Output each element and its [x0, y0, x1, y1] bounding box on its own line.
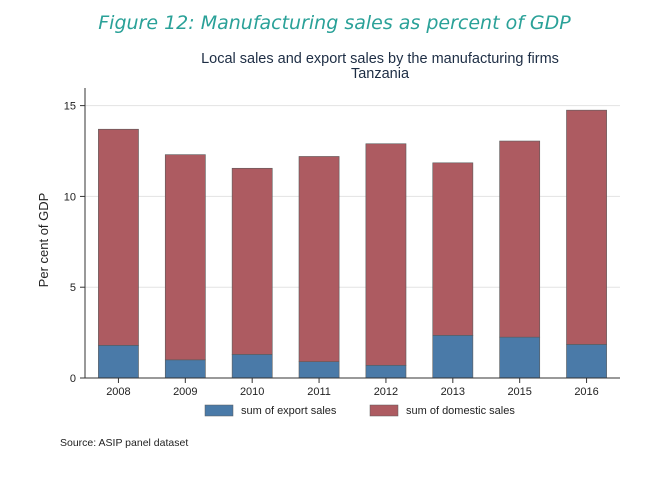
source-note: Source: ASIP panel dataset: [60, 437, 189, 449]
y-axis-label: Per cent of GDP: [36, 193, 51, 288]
bar-export-sales: [499, 336, 541, 379]
legend-export-swatch: [204, 404, 234, 417]
bar-export-sales: [298, 361, 340, 379]
y-tick-label: 0: [70, 373, 76, 385]
bar-domestic-sales: [566, 109, 607, 345]
bar-export-sales: [365, 364, 407, 379]
chart-title-line: Local sales and export sales by the manu…: [201, 51, 559, 67]
x-tick-label: 2012: [374, 386, 398, 398]
figure-caption: Figure 12: Manufacturing sales as percen…: [98, 12, 571, 34]
bar-domestic-sales: [432, 162, 474, 336]
x-tick-label: 2015: [507, 386, 531, 398]
bar-layer: [98, 109, 607, 379]
x-tick-label: 2013: [441, 386, 465, 398]
x-tick-label: 2016: [574, 386, 598, 398]
y-tick-label: 5: [70, 282, 76, 294]
bar-domestic-sales: [298, 156, 340, 362]
bar-domestic-sales: [499, 140, 541, 338]
legend: sum of export sales sum of domestic sales: [204, 404, 515, 417]
bar-domestic-sales: [365, 143, 407, 366]
bar-export-sales: [231, 354, 273, 379]
x-tick-label: 2010: [240, 386, 264, 398]
x-tick-label: 2011: [307, 386, 331, 398]
x-tick-label: 2008: [106, 386, 130, 398]
bar-domestic-sales: [98, 128, 139, 346]
bar-domestic-sales: [231, 167, 273, 355]
y-tick-label: 10: [64, 191, 76, 203]
bar-domestic-sales: [164, 154, 206, 361]
axis-layer: 0 5 10 15 2008 2009 2010 2011 2012 2013 2015 2016: [64, 88, 620, 398]
legend-domestic-swatch: [369, 404, 399, 417]
legend-domestic-label: sum of domestic sales: [406, 405, 515, 417]
chart-subtitle: Tanzania: [350, 66, 410, 82]
x-tick-label: 2009: [173, 386, 197, 398]
legend-export-label: sum of export sales: [241, 405, 337, 417]
y-tick-label: 15: [64, 101, 76, 113]
bar-export-sales: [566, 344, 607, 379]
bar-export-sales: [98, 345, 139, 379]
chart-title: Local sales and export sales by the manu…: [130, 52, 630, 82]
bar-export-sales: [164, 359, 206, 379]
bar-export-sales: [432, 335, 474, 379]
